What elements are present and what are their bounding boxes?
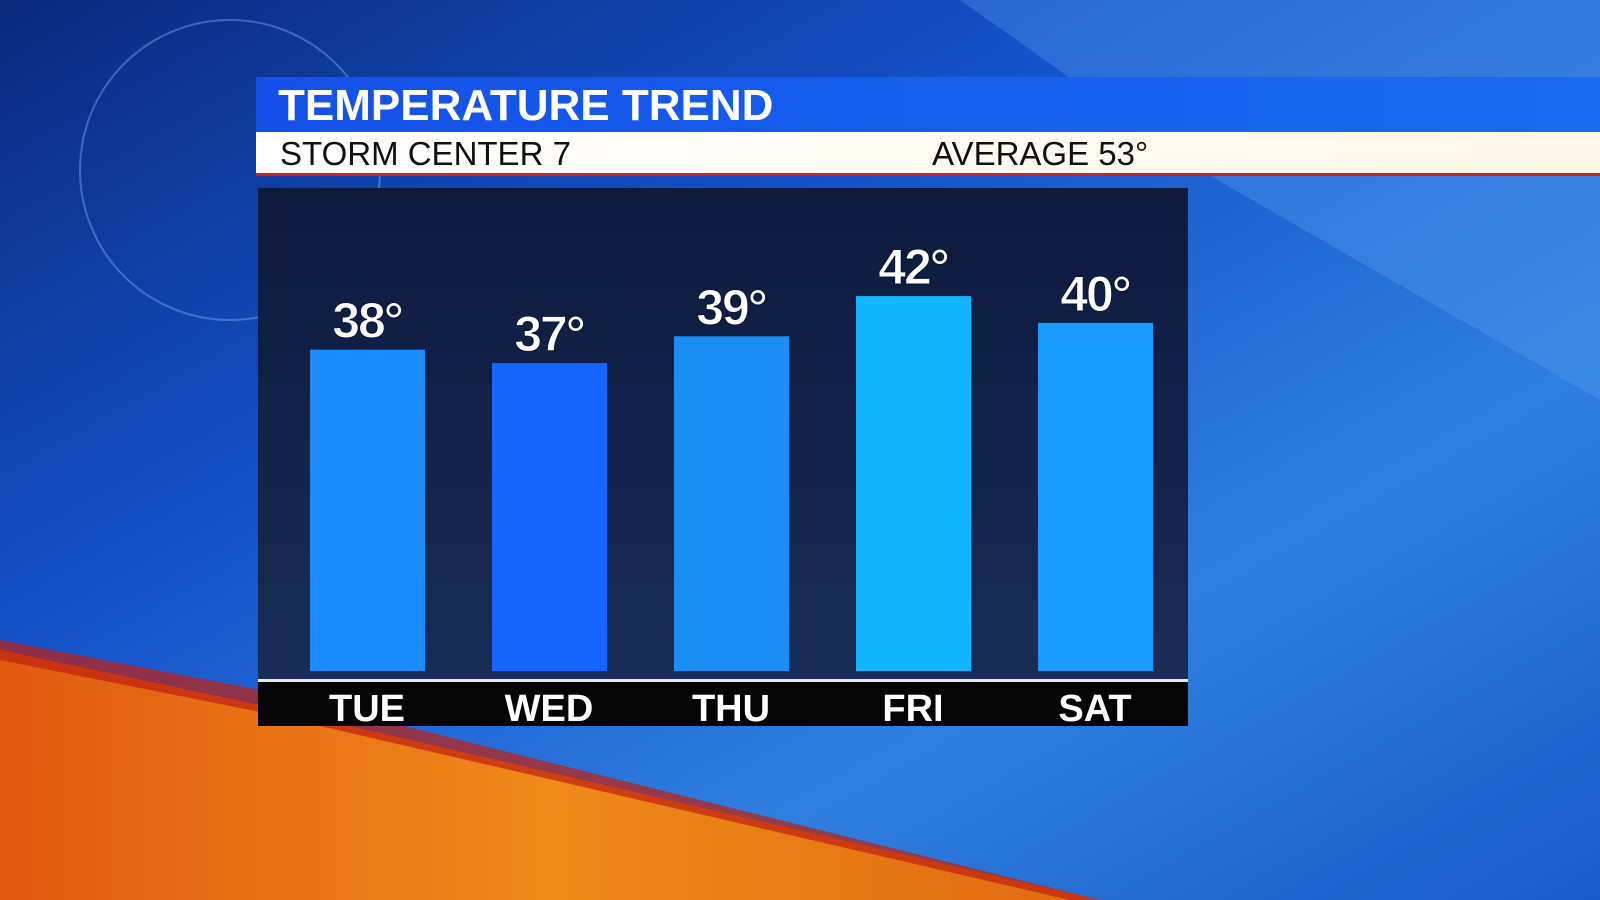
- subtitle-rule: [256, 173, 1600, 176]
- value-label: 39°: [696, 279, 766, 335]
- title-bar: [256, 77, 1600, 132]
- x-tick-label: THU: [692, 688, 770, 730]
- x-tick-label: FRI: [882, 688, 943, 730]
- chart-title: TEMPERATURE TREND: [278, 81, 773, 130]
- chart-subtitle: STORM CENTER 7: [280, 135, 571, 172]
- bar: [674, 336, 789, 671]
- bar: [856, 296, 971, 671]
- x-tick-label: WED: [505, 688, 594, 730]
- bar: [310, 349, 425, 671]
- bar: [492, 363, 607, 671]
- bar: [1038, 322, 1153, 671]
- baseline: [258, 679, 1188, 682]
- subtitle-bar: [256, 132, 1600, 173]
- x-tick-label: TUE: [329, 688, 405, 730]
- value-label: 37°: [514, 306, 584, 362]
- x-tick-label: SAT: [1058, 688, 1131, 730]
- average-annotation: AVERAGE 53°: [932, 135, 1148, 172]
- value-label: 42°: [878, 239, 948, 295]
- category-strip: [258, 682, 1188, 726]
- value-label: 40°: [1060, 266, 1130, 322]
- value-label: 38°: [332, 293, 402, 349]
- bars: 38° TUE 37° WED 39° THU 42° FRI 40° SAT: [310, 239, 1153, 730]
